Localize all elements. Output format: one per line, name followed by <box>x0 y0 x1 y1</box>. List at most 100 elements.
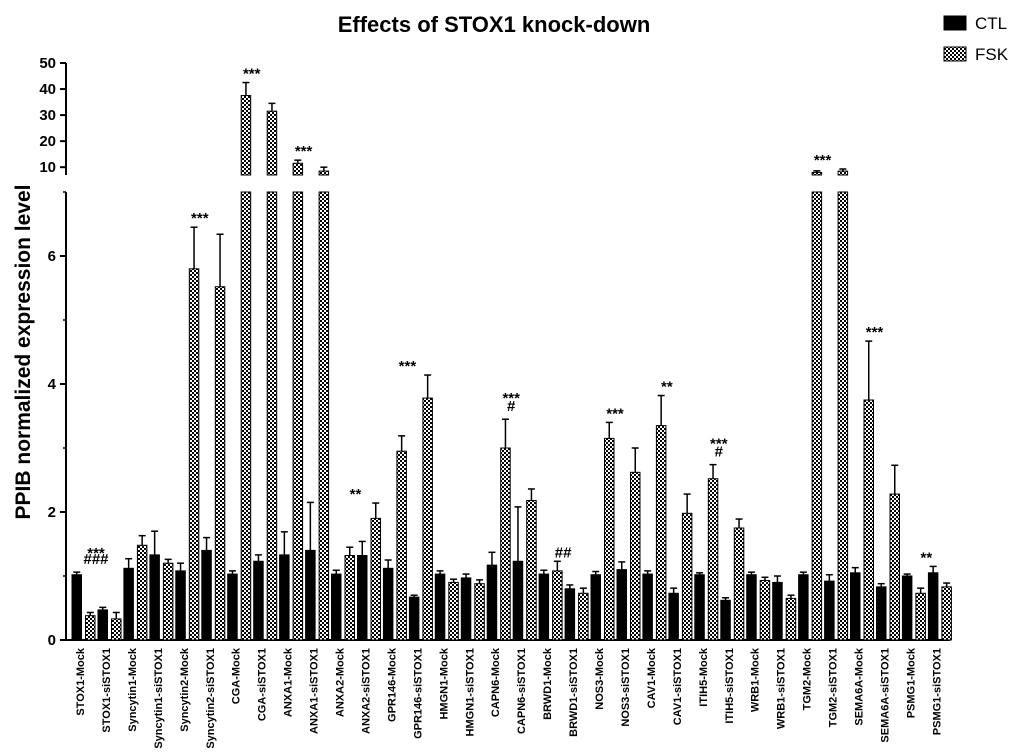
bar-fsk-sistox1 <box>733 527 745 641</box>
x-tick-label: CGA-siSTOX1 <box>257 648 269 721</box>
x-tick-label: PSMG1-Mock <box>905 647 917 718</box>
bar-fsk-mock-lower <box>811 191 823 641</box>
bar-ctl-sistox1 <box>253 560 264 641</box>
bar-ctl-sistox1 <box>564 588 576 641</box>
legend-swatch-fsk <box>943 46 967 62</box>
bar-fsk-mock <box>188 268 200 641</box>
bar-fsk-sistox1 <box>370 517 381 641</box>
bar-fsk-mock-upper <box>240 95 252 176</box>
significance-mark: *** <box>399 358 417 375</box>
x-tick-label: NOS3-Mock <box>594 647 606 710</box>
significance-mark: ## <box>555 544 572 561</box>
bar-ctl-sistox1 <box>876 586 887 641</box>
y-tick-label-upper: 40 <box>39 81 56 98</box>
bar-fsk-sistox1 <box>526 499 537 641</box>
y-tick-label-upper: 10 <box>39 159 56 176</box>
legend-label-fsk: FSK <box>975 45 1009 64</box>
bar-fsk-sistox1 <box>214 286 226 641</box>
y-tick-label-upper: 20 <box>39 133 56 150</box>
bar-fsk-mock <box>655 425 667 641</box>
x-tick-labels: STOX1-Mock STOX1-siSTOX1 Syncytin1-Mock Syn… <box>75 647 943 749</box>
bar-fsk-sistox1 <box>681 512 693 641</box>
bar-ctl-sistox1 <box>824 580 835 641</box>
bar-fsk-mock <box>85 615 96 641</box>
bar-fsk-mock <box>500 447 511 641</box>
bar-ctl-mock <box>227 573 238 641</box>
bar-fsk-sistox1 <box>578 592 589 641</box>
x-tick-label: WRB1-siSTOX1 <box>776 648 788 729</box>
bar-ctl-mock <box>746 574 757 641</box>
significance-mark: ** <box>661 379 673 396</box>
x-tick-label: SEMA6A-siSTOX1 <box>880 648 892 743</box>
significance-mark: *** <box>295 143 313 160</box>
bar-ctl-sistox1 <box>149 554 160 641</box>
legend-label-ctl: CTL <box>975 14 1007 33</box>
bar-ctl-mock <box>382 567 394 641</box>
bar-fsk-sistox1 <box>630 471 641 641</box>
x-tick-label: Syncytin2-siSTOX1 <box>205 648 217 749</box>
x-tick-label: ITIH5-Mock <box>698 647 710 707</box>
bar-fsk-mock <box>707 478 719 641</box>
bar-ctl-sistox1 <box>97 609 108 641</box>
x-tick-label: ANXA2-siSTOX1 <box>361 648 373 734</box>
bar-fsk-sistox1 <box>422 397 433 641</box>
significance-mark: *** <box>710 436 728 453</box>
bar-fsk-sistox1-upper <box>266 110 278 176</box>
significance-mark: *** <box>502 390 520 407</box>
significance-mark: *** <box>243 66 261 83</box>
bar-ctl-mock <box>798 574 809 641</box>
significance-mark: *** <box>606 405 624 422</box>
x-tick-label: Syncytin1-Mock <box>127 647 139 732</box>
x-tick-label: Syncytin2-Mock <box>179 647 191 732</box>
bar-fsk-sistox1 <box>162 562 174 641</box>
y-axis-label: PPIB normalized expression level <box>12 185 35 520</box>
bar-fsk-sistox1 <box>785 597 797 641</box>
significance-mark: *** <box>814 152 832 169</box>
bar-fsk-mock <box>396 450 407 641</box>
x-tick-label: ANXA2-Mock <box>335 647 347 717</box>
bar-fsk-mock-upper <box>811 171 823 176</box>
bar-fsk-sistox1-upper <box>318 170 330 176</box>
y-tick-label-lower: 0 <box>48 632 56 649</box>
x-tick-label: ANXA1-siSTOX1 <box>309 648 321 734</box>
significance-mark: # <box>507 398 516 415</box>
bar-fsk-mock <box>915 592 926 641</box>
bars <box>71 81 952 641</box>
bar-ctl-mock <box>538 573 550 641</box>
bar-ctl-mock <box>590 574 601 641</box>
x-tick-label: CGA-Mock <box>231 647 243 704</box>
bar-ctl-mock <box>331 573 342 641</box>
bar-fsk-sistox1 <box>889 493 900 641</box>
bar-fsk-sistox1 <box>111 618 122 641</box>
bar-fsk-mock <box>448 581 459 641</box>
bar-ctl-sistox1 <box>512 560 524 641</box>
x-tick-label: STOX1-Mock <box>75 647 87 716</box>
x-tick-label: HMGN1-siSTOX1 <box>464 648 476 736</box>
bar-fsk-mock <box>759 579 771 641</box>
bar-ctl-mock <box>123 567 134 641</box>
significance-mark: ### <box>83 551 109 568</box>
x-tick-label: BRWD1-siSTOX1 <box>568 648 580 737</box>
bar-fsk-mock <box>552 570 563 641</box>
x-tick-label: PSMG1-siSTOX1 <box>931 648 943 735</box>
legend: CTL FSK <box>943 14 1009 64</box>
bar-fsk-sistox1-lower <box>266 191 278 641</box>
y-tick-label-lower: 2 <box>48 504 56 521</box>
bar-fsk-mock <box>863 399 874 641</box>
y-tick-label-lower: 4 <box>48 376 57 393</box>
bar-ctl-sistox1 <box>408 596 420 641</box>
bar-ctl-sistox1 <box>668 592 679 641</box>
bar-fsk-mock-lower <box>292 191 304 641</box>
x-tick-label: WRB1-Mock <box>750 647 762 712</box>
bar-ctl-sistox1 <box>357 555 368 641</box>
legend-swatch-ctl <box>943 15 967 31</box>
bar-fsk-mock <box>344 555 355 641</box>
x-tick-label: Syncytin1-siSTOX1 <box>153 648 165 749</box>
x-tick-label: CAV1-Mock <box>646 647 658 708</box>
x-tick-label: HMGN1-Mock <box>438 647 450 719</box>
x-tick-label: STOX1-siSTOX1 <box>101 648 113 733</box>
chart-title: Effects of STOX1 knock-down <box>338 12 651 37</box>
y-tick-label-upper: 30 <box>39 107 56 124</box>
bar-ctl-mock <box>434 573 446 641</box>
